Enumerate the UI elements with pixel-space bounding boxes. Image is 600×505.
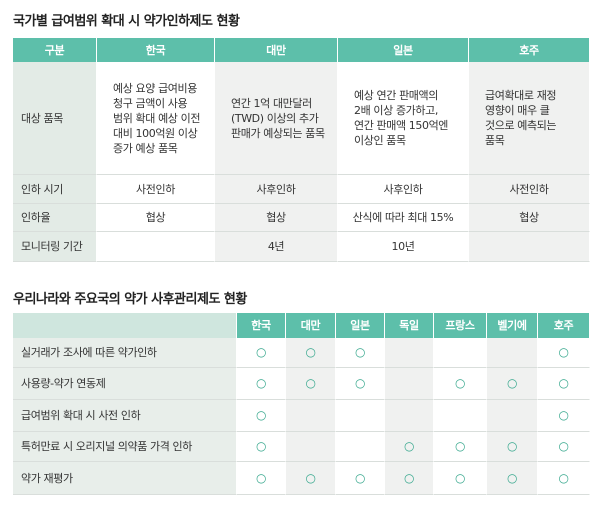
table-cell: ○ <box>434 462 487 495</box>
table-cell: ○ <box>237 400 286 432</box>
header-cell: 대만 <box>215 38 338 62</box>
table-cell: ○ <box>286 462 336 495</box>
table-cell: ○ <box>538 462 590 495</box>
table-cell: ○ <box>487 432 538 462</box>
table-cell: ○ <box>336 338 385 368</box>
table-cell <box>469 232 590 262</box>
table-cell: ○ <box>237 462 286 495</box>
table-cell: 사후인하 <box>215 175 338 204</box>
table-cell: 사후인하 <box>338 175 469 204</box>
table-cell: 4년 <box>215 232 338 262</box>
table-cell: ○ <box>538 400 590 432</box>
table-cell: ○ <box>237 368 286 400</box>
row-label: 사용량-약가 연동제 <box>13 368 237 400</box>
table-cell: 연간 1억 대만달러 (TWD) 이상의 추가 판매가 예상되는 품목 <box>215 62 338 175</box>
header-cell <box>13 313 237 338</box>
table-cell: ○ <box>538 432 590 462</box>
header-cell: 한국 <box>237 313 286 338</box>
row-label: 인하 시기 <box>13 175 97 204</box>
table-cell: 사전인하 <box>469 175 590 204</box>
table-cell: ○ <box>336 368 385 400</box>
header-cell: 호주 <box>469 38 590 62</box>
header-cell: 벨기에 <box>487 313 538 338</box>
table-cell: ○ <box>487 368 538 400</box>
table-cell: ○ <box>286 338 336 368</box>
table-cell: 협상 <box>97 204 215 232</box>
row-label: 대상 품목 <box>13 62 97 175</box>
table-cell <box>336 400 385 432</box>
table-cell <box>385 400 434 432</box>
table-cell <box>385 368 434 400</box>
header-cell: 구분 <box>13 38 97 62</box>
table-cell <box>286 400 336 432</box>
header-cell: 일본 <box>338 38 469 62</box>
table-cell <box>434 338 487 368</box>
header-cell: 독일 <box>385 313 434 338</box>
table-cell <box>434 400 487 432</box>
row-label: 실거래가 조사에 따른 약가인하 <box>13 338 237 368</box>
table-cell: ○ <box>336 462 385 495</box>
header-cell: 일본 <box>336 313 385 338</box>
table-cell <box>286 432 336 462</box>
table-cell: ○ <box>385 462 434 495</box>
row-label: 특허만료 시 오리지널 의약품 가격 인하 <box>13 432 237 462</box>
table-cell: ○ <box>237 338 286 368</box>
title: 국가별 급여범위 확대 시 약가인하제도 현황 <box>13 14 240 29</box>
table-cell: 급여확대로 재정 영향이 매우 클 것으로 예측되는 품목 <box>469 62 590 175</box>
table-cell: 예상 요양 급여비용 청구 금액이 사용 범위 확대 예상 이전 대비 100억… <box>97 62 215 175</box>
table-cell: ○ <box>538 338 590 368</box>
row-label: 인하율 <box>13 204 97 232</box>
table-cell: 협상 <box>215 204 338 232</box>
table-cell <box>487 338 538 368</box>
table-cell: 10년 <box>338 232 469 262</box>
header-cell: 호주 <box>538 313 590 338</box>
table-cell: ○ <box>434 432 487 462</box>
table-cell: ○ <box>286 368 336 400</box>
table-cell: ○ <box>385 432 434 462</box>
row-label: 모니터링 기간 <box>13 232 97 262</box>
table-cell <box>336 432 385 462</box>
header-cell: 한국 <box>97 38 215 62</box>
table-cell: ○ <box>538 368 590 400</box>
table-cell: 협상 <box>469 204 590 232</box>
table-cell: ○ <box>487 462 538 495</box>
row-label: 약가 재평가 <box>13 462 237 495</box>
table-cell <box>487 400 538 432</box>
table-cell: ○ <box>237 432 286 462</box>
header-cell: 대만 <box>286 313 336 338</box>
table-cell <box>385 338 434 368</box>
title: 우리나라와 주요국의 약가 사후관리제도 현황 <box>13 292 247 307</box>
table-cell: 예상 연간 판매액의 2배 이상 증가하고, 연간 판매액 150억엔 이상인 … <box>338 62 469 175</box>
table-cell: 사전인하 <box>97 175 215 204</box>
header-cell: 프랑스 <box>434 313 487 338</box>
table-cell: ○ <box>434 368 487 400</box>
row-label: 급여범위 확대 시 사전 인하 <box>13 400 237 432</box>
table-cell <box>97 232 215 262</box>
table-cell: 산식에 따라 최대 15% <box>338 204 469 232</box>
